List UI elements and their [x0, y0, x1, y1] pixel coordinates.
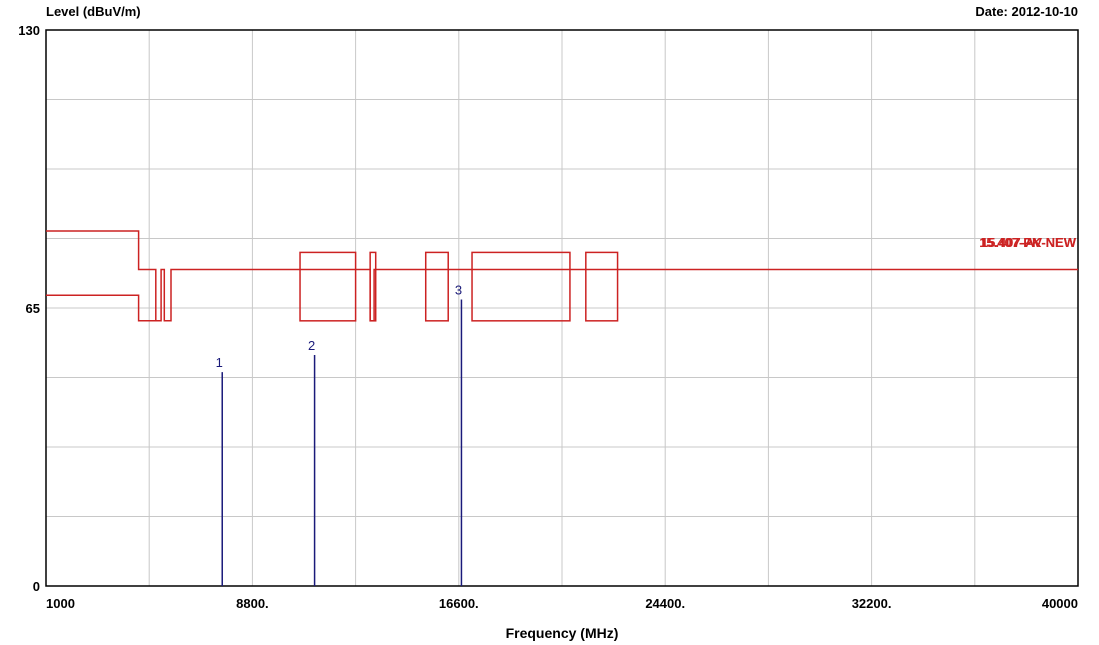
limit-lines — [46, 230, 1078, 322]
limit-box — [424, 251, 449, 322]
date-label: Date: 2012-10-10 — [975, 4, 1078, 19]
limit-box — [471, 251, 571, 322]
y-axis-label: Level (dBuV/m) — [46, 4, 141, 19]
x-axis-label: Frequency (MHz) — [506, 625, 619, 641]
y-tick-label: 65 — [26, 301, 40, 316]
limit-label-pk: 15.407-PK-NEW — [979, 235, 1077, 250]
x-tick-label: 16600. — [439, 596, 479, 611]
grid — [46, 30, 1078, 586]
limit-box — [585, 251, 619, 322]
x-tick-label: 24400. — [645, 596, 685, 611]
y-tick-label: 130 — [18, 23, 40, 38]
y-tick-label: 0 — [33, 579, 40, 594]
marker-label: 3 — [455, 282, 462, 297]
limit-line-upper — [46, 230, 1078, 322]
x-tick-label: 1000 — [46, 596, 75, 611]
markers: 1 2 3 — [216, 282, 463, 586]
limit-line-lower — [46, 294, 156, 322]
limit-label-av: 15.407-AV-NEW — [981, 235, 1077, 250]
limit-box — [369, 251, 377, 322]
limit-box — [299, 251, 357, 322]
tick-labels: 1000 8800. 16600. 24400. 32200. 40000 0 65 130 — [18, 23, 1078, 611]
x-tick-label: 40000 — [1042, 596, 1078, 611]
plot-frame — [45, 29, 1079, 587]
x-tick-label: 32200. — [852, 596, 892, 611]
marker-label: 1 — [216, 355, 223, 370]
marker-label: 2 — [308, 338, 315, 353]
x-tick-label: 8800. — [236, 596, 269, 611]
